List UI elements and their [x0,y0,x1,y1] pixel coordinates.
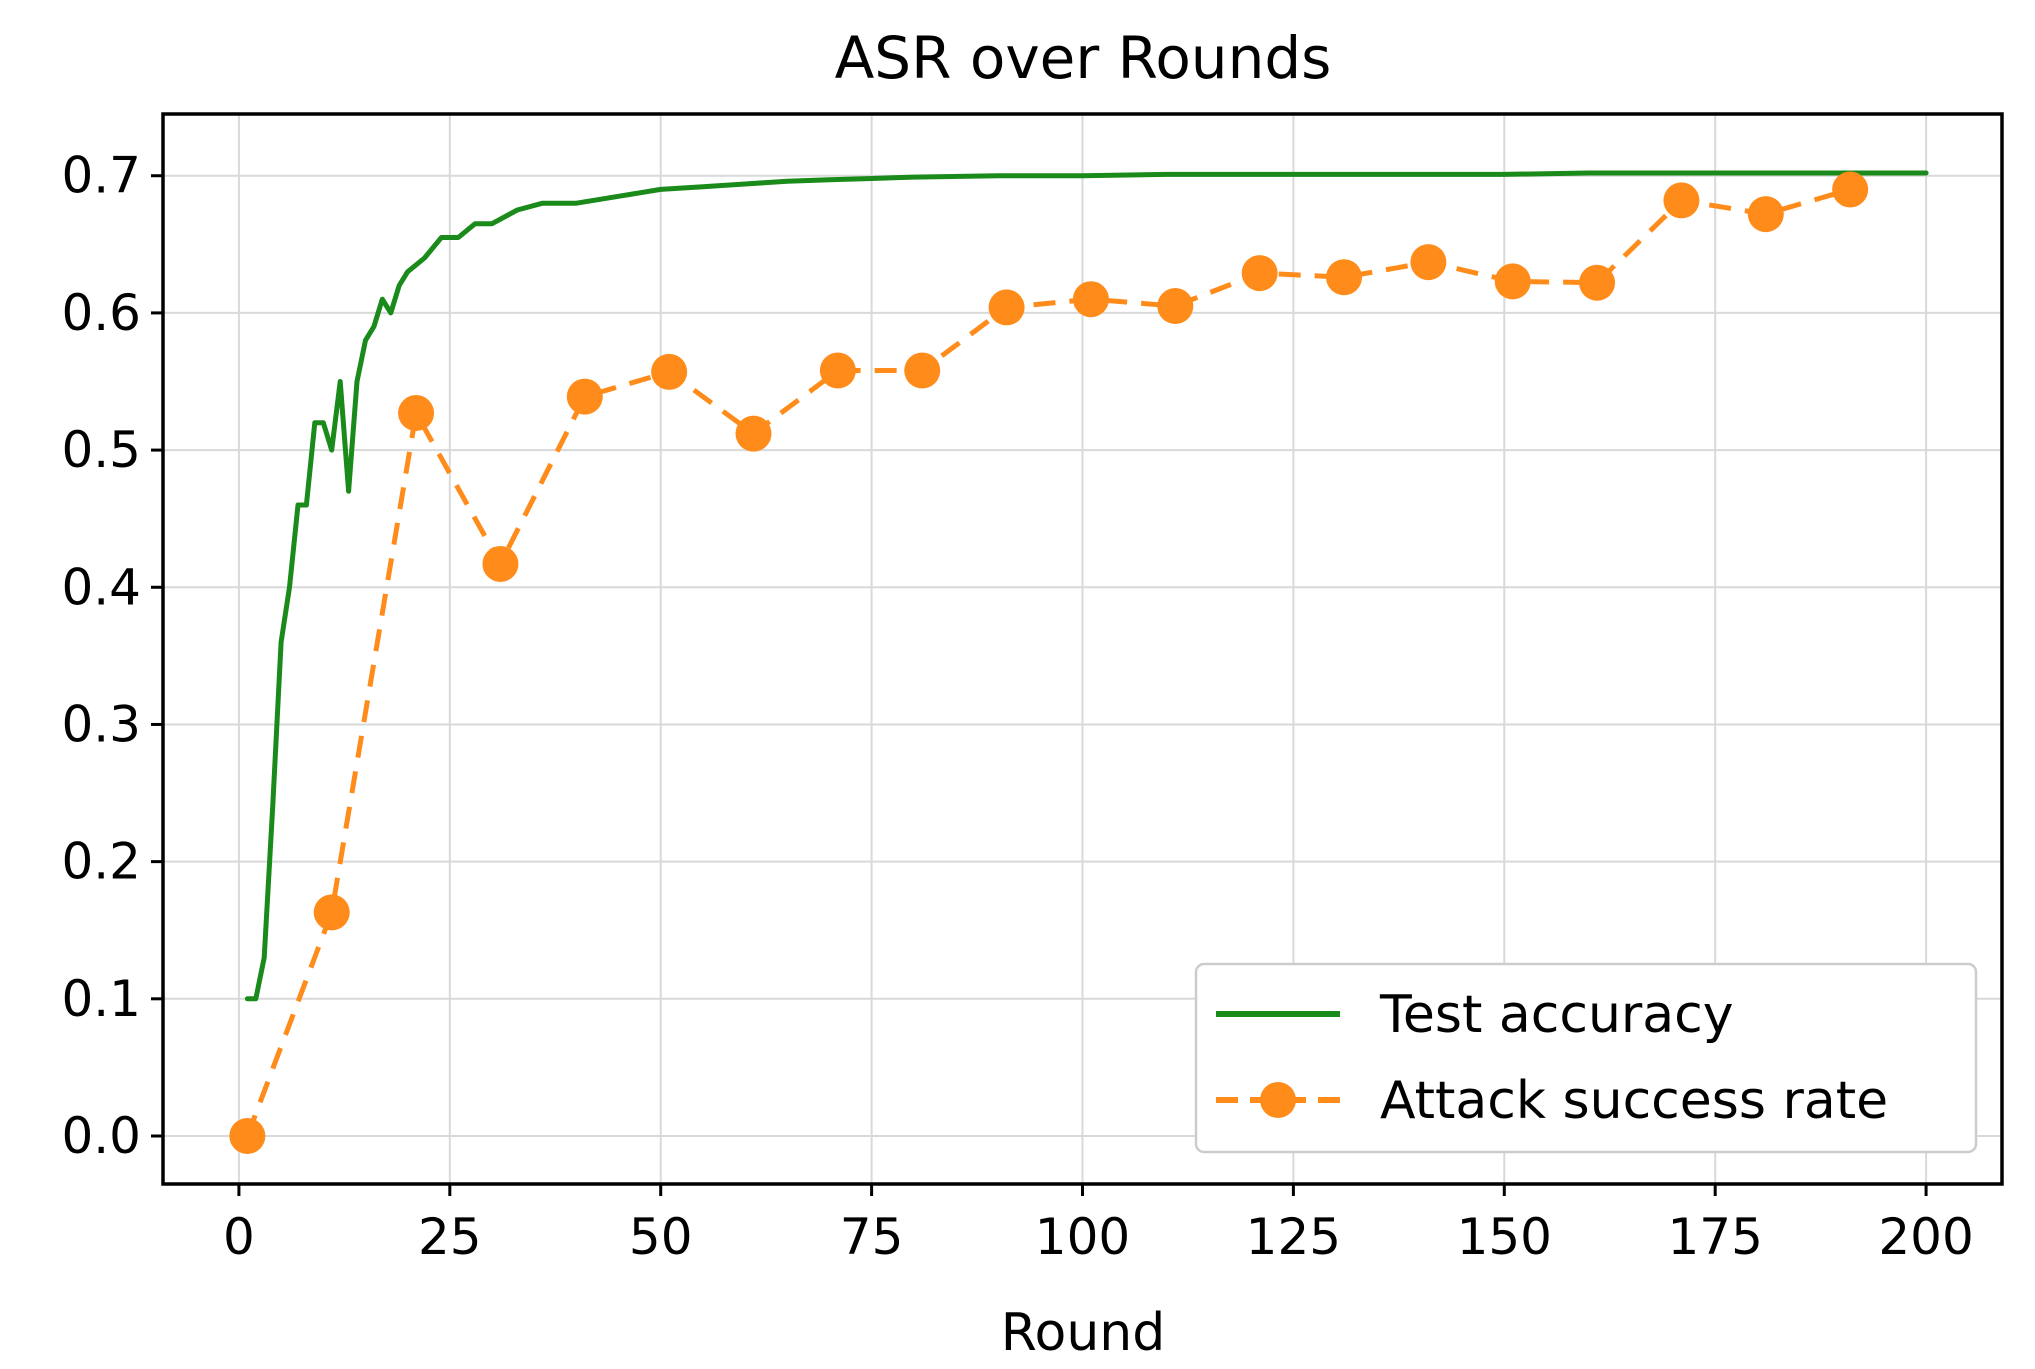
axes-ticks: 0 25 50 75 100 125 150 175 200 0.0 0.1 0.2 0.3 0.4 0.5… [61,147,1973,1266]
plot-area [229,170,1929,1154]
data-point-attack-success-rate [735,415,772,452]
legend-box [1194,962,1978,1154]
y-tick-label: 0.6 [61,284,141,342]
data-point-attack-success-rate [819,352,856,389]
legend-marker-attack-success-rate [1260,1082,1296,1118]
data-point-attack-success-rate [482,545,519,582]
data-point-attack-success-rate [1072,281,1109,318]
x-tick-label: 0 [223,1208,255,1266]
x-tick-label: 50 [629,1208,693,1266]
x-tick-label: 175 [1667,1208,1762,1266]
data-point-attack-success-rate [1241,255,1278,292]
data-point-attack-success-rate [1410,244,1447,281]
data-point-attack-success-rate [1326,259,1363,296]
data-point-attack-success-rate [1494,263,1531,300]
y-tick-label: 0.5 [61,421,141,479]
data-point-attack-success-rate [229,1117,266,1154]
data-point-attack-success-rate [1579,264,1616,301]
x-tick-label: 125 [1246,1208,1341,1266]
y-tick-label: 0.0 [61,1107,141,1165]
series-line-test-accuracy [244,170,1929,1002]
data-point-attack-success-rate [1832,171,1869,208]
data-point-attack-success-rate [1747,196,1784,233]
legend: Test accuracy Attack success rate [1194,962,1978,1154]
chart-title: ASR over Rounds [835,24,1332,92]
legend-label-test-accuracy: Test accuracy [1379,985,1734,1045]
x-tick-label: 25 [418,1208,482,1266]
x-tick-label: 100 [1035,1208,1130,1266]
x-tick-label: 200 [1878,1208,1973,1266]
data-point-attack-success-rate [988,289,1025,326]
data-point-attack-success-rate [651,353,688,390]
data-point-attack-success-rate [1663,182,1700,219]
x-axis-label: Round [1001,1303,1166,1363]
y-tick-label: 0.4 [61,558,141,616]
legend-label-attack-success-rate: Attack success rate [1380,1071,1888,1131]
data-point-attack-success-rate [313,894,350,931]
data-point-attack-success-rate [566,378,603,415]
y-tick-label: 0.7 [61,147,141,205]
data-point-attack-success-rate [398,395,435,432]
data-point-attack-success-rate [1157,288,1194,325]
x-tick-label: 75 [840,1208,904,1266]
y-tick-label: 0.1 [61,970,141,1028]
x-tick-label: 150 [1457,1208,1552,1266]
data-point-attack-success-rate [904,352,941,389]
y-tick-label: 0.3 [61,695,141,753]
y-tick-label: 0.2 [61,833,141,891]
